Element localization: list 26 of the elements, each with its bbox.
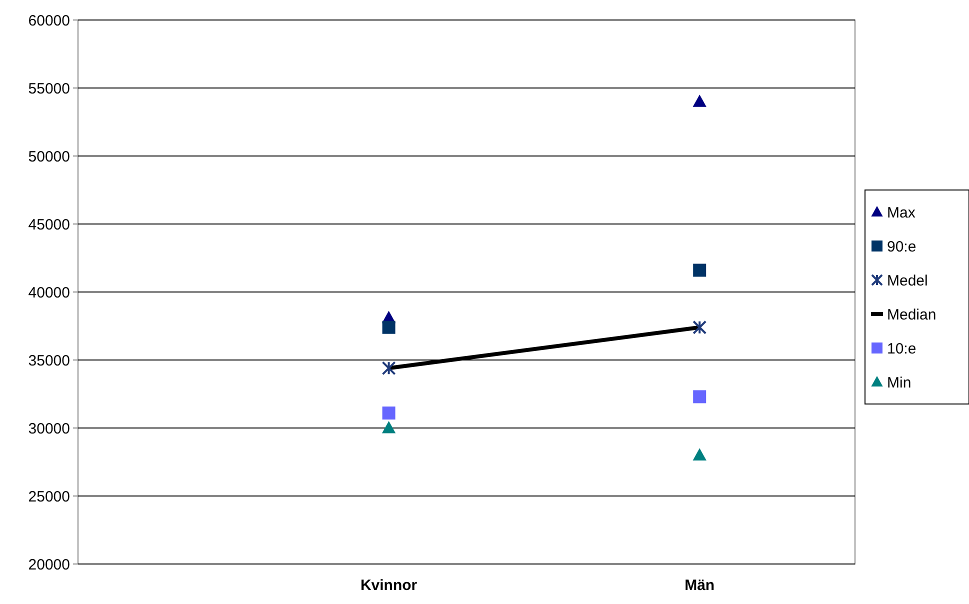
y-tick-label: 30000 bbox=[28, 420, 70, 438]
point bbox=[692, 320, 707, 334]
point bbox=[693, 264, 706, 277]
y-tick-label: 20000 bbox=[28, 556, 70, 574]
y-tick-label: 60000 bbox=[28, 12, 70, 30]
point bbox=[693, 95, 706, 107]
point bbox=[693, 448, 706, 460]
legend-label: Medel bbox=[887, 272, 928, 290]
legend-label: Max bbox=[887, 204, 916, 222]
legend-label: Median bbox=[887, 306, 936, 324]
point bbox=[382, 320, 396, 334]
legend-label: Min bbox=[887, 374, 912, 392]
point bbox=[382, 422, 396, 434]
y-tick-label: 55000 bbox=[28, 80, 70, 98]
legend-label: 90:e bbox=[887, 238, 916, 256]
point bbox=[382, 406, 396, 420]
y-tick-label: 25000 bbox=[28, 488, 70, 506]
x-tick-label: Kvinnor bbox=[360, 577, 418, 594]
point bbox=[693, 390, 706, 404]
x-tick-label: Män bbox=[684, 577, 715, 594]
y-tick-label: 45000 bbox=[28, 216, 70, 234]
y-tick-label: 50000 bbox=[28, 148, 70, 166]
y-tick-label: 35000 bbox=[28, 352, 70, 370]
legend-label: 10:e bbox=[887, 340, 916, 358]
y-tick-label: 40000 bbox=[28, 284, 70, 302]
point bbox=[382, 361, 396, 376]
